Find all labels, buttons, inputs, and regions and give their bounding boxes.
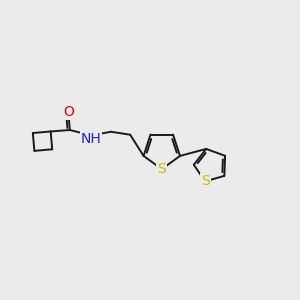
Text: S: S: [201, 174, 209, 188]
Text: O: O: [63, 105, 74, 119]
Text: S: S: [158, 162, 166, 176]
Text: NH: NH: [81, 132, 101, 146]
